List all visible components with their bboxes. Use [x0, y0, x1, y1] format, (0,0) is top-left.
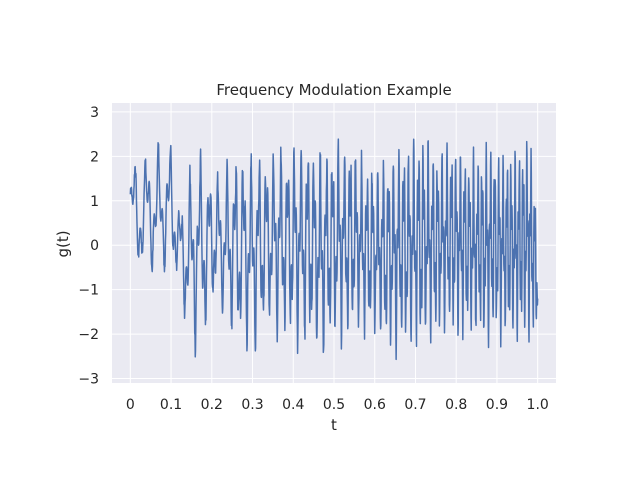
- x-axis-label: t: [331, 416, 337, 434]
- series-layer: [129, 138, 539, 361]
- x-tick-label: 0.9: [486, 397, 508, 413]
- y-tick-label: −2: [78, 327, 99, 343]
- x-tick-label: 0.2: [201, 397, 223, 413]
- x-tick-label: 0: [126, 397, 135, 413]
- x-tick-label: 0.1: [160, 397, 182, 413]
- y-tick-label: 3: [90, 105, 99, 121]
- chart-title: Frequency Modulation Example: [216, 81, 451, 99]
- x-tick-label: 0.7: [404, 397, 426, 413]
- x-tick-label: 0.5: [323, 397, 345, 413]
- y-tick-label: 2: [90, 149, 99, 165]
- x-tick-label: 0.6: [364, 397, 386, 413]
- x-tick-label: 0.3: [241, 397, 263, 413]
- series-line: [129, 138, 539, 361]
- x-tick-labels: 0 0.1 0.2 0.3 0.4 0.5 0.6 0.7 0.8 0.9 1.0: [126, 397, 549, 413]
- y-tick-label: 0: [90, 238, 99, 254]
- x-tick-label: 0.4: [282, 397, 304, 413]
- y-tick-labels: −3 −2 −1 0 1 2 3: [78, 105, 99, 388]
- y-tick-label: −3: [78, 372, 99, 388]
- x-tick-label: 1.0: [527, 397, 549, 413]
- x-tick-label: 0.8: [445, 397, 467, 413]
- y-tick-label: −1: [78, 283, 99, 299]
- y-axis-label: g(t): [54, 230, 72, 257]
- y-tick-label: 1: [90, 194, 99, 210]
